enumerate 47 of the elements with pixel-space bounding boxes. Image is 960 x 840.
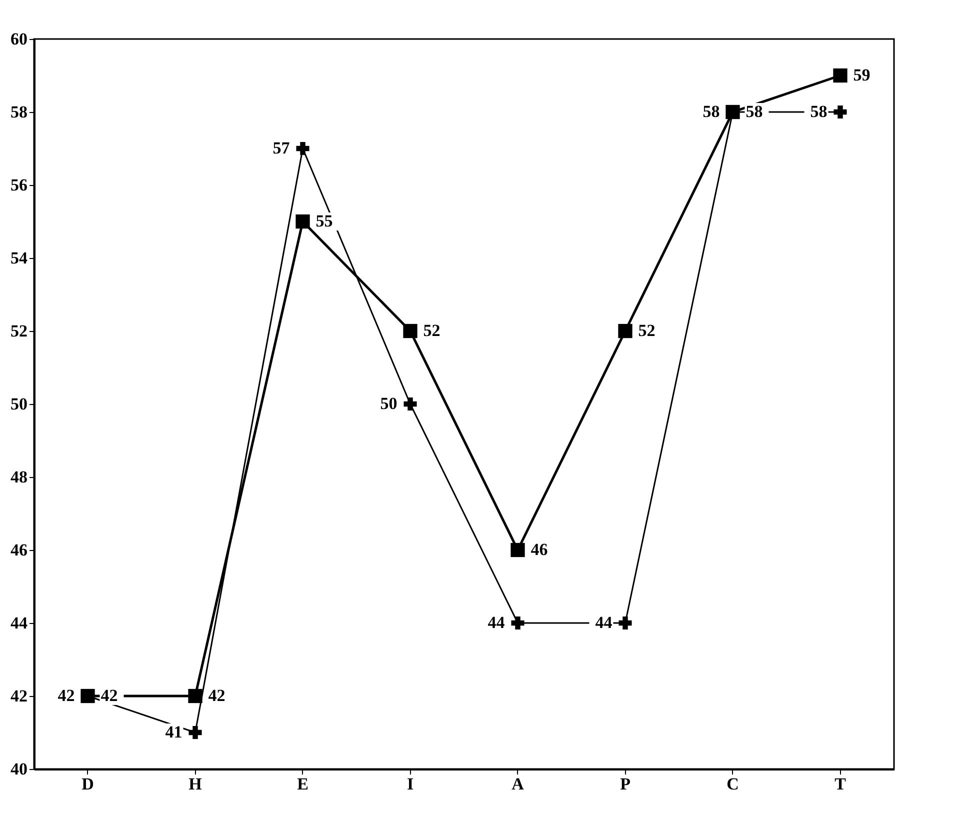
- data-label: 46: [530, 540, 548, 559]
- data-label: 59: [853, 66, 870, 84]
- y-tick-label: 42: [10, 686, 28, 706]
- data-label: 58: [746, 102, 763, 121]
- y-tick-label: 46: [10, 540, 28, 560]
- x-tick-label: T: [834, 774, 847, 794]
- point: [833, 68, 848, 83]
- data-label: 58: [702, 102, 720, 121]
- x-tick-label: C: [726, 774, 739, 794]
- y-tick-label: 54: [10, 248, 28, 268]
- data-label: 44: [488, 613, 506, 632]
- data-label: 50: [380, 394, 398, 413]
- data-label: 52: [638, 321, 656, 340]
- data-label: 44: [595, 613, 613, 632]
- point: [834, 105, 847, 119]
- data-label: 42: [58, 686, 75, 705]
- y-tick-label: 40: [10, 760, 28, 778]
- x-tick-label: E: [297, 774, 308, 794]
- point: [296, 142, 310, 156]
- y-tick-label: 60: [10, 30, 28, 48]
- y-tick-label: 58: [10, 102, 28, 122]
- point: [618, 324, 632, 338]
- data-label: 55: [316, 212, 333, 230]
- x-tick-label: P: [620, 774, 630, 794]
- y-tick-label: 44: [10, 614, 28, 632]
- x-tick-label: A: [512, 774, 525, 794]
- data-label: 42: [100, 686, 118, 705]
- point: [510, 542, 525, 558]
- data-label: 42: [208, 686, 226, 705]
- data-label: 57: [272, 138, 290, 158]
- data-label: 58: [810, 102, 828, 121]
- y-tick-label: 52: [10, 322, 28, 340]
- point: [188, 726, 202, 740]
- x-tick-label: H: [188, 774, 202, 794]
- point: [618, 616, 632, 630]
- data-label: 52: [423, 321, 440, 340]
- x-tick-label: D: [82, 774, 94, 794]
- point: [296, 214, 310, 229]
- point: [404, 397, 417, 411]
- data-label: 41: [165, 722, 182, 742]
- point: [403, 324, 418, 338]
- point: [511, 616, 524, 630]
- y-tick-label: 48: [10, 468, 28, 486]
- x-tick-label: I: [406, 774, 414, 794]
- point: [188, 688, 202, 704]
- y-tick-label: 50: [10, 394, 28, 414]
- y-tick-label: 56: [10, 176, 28, 194]
